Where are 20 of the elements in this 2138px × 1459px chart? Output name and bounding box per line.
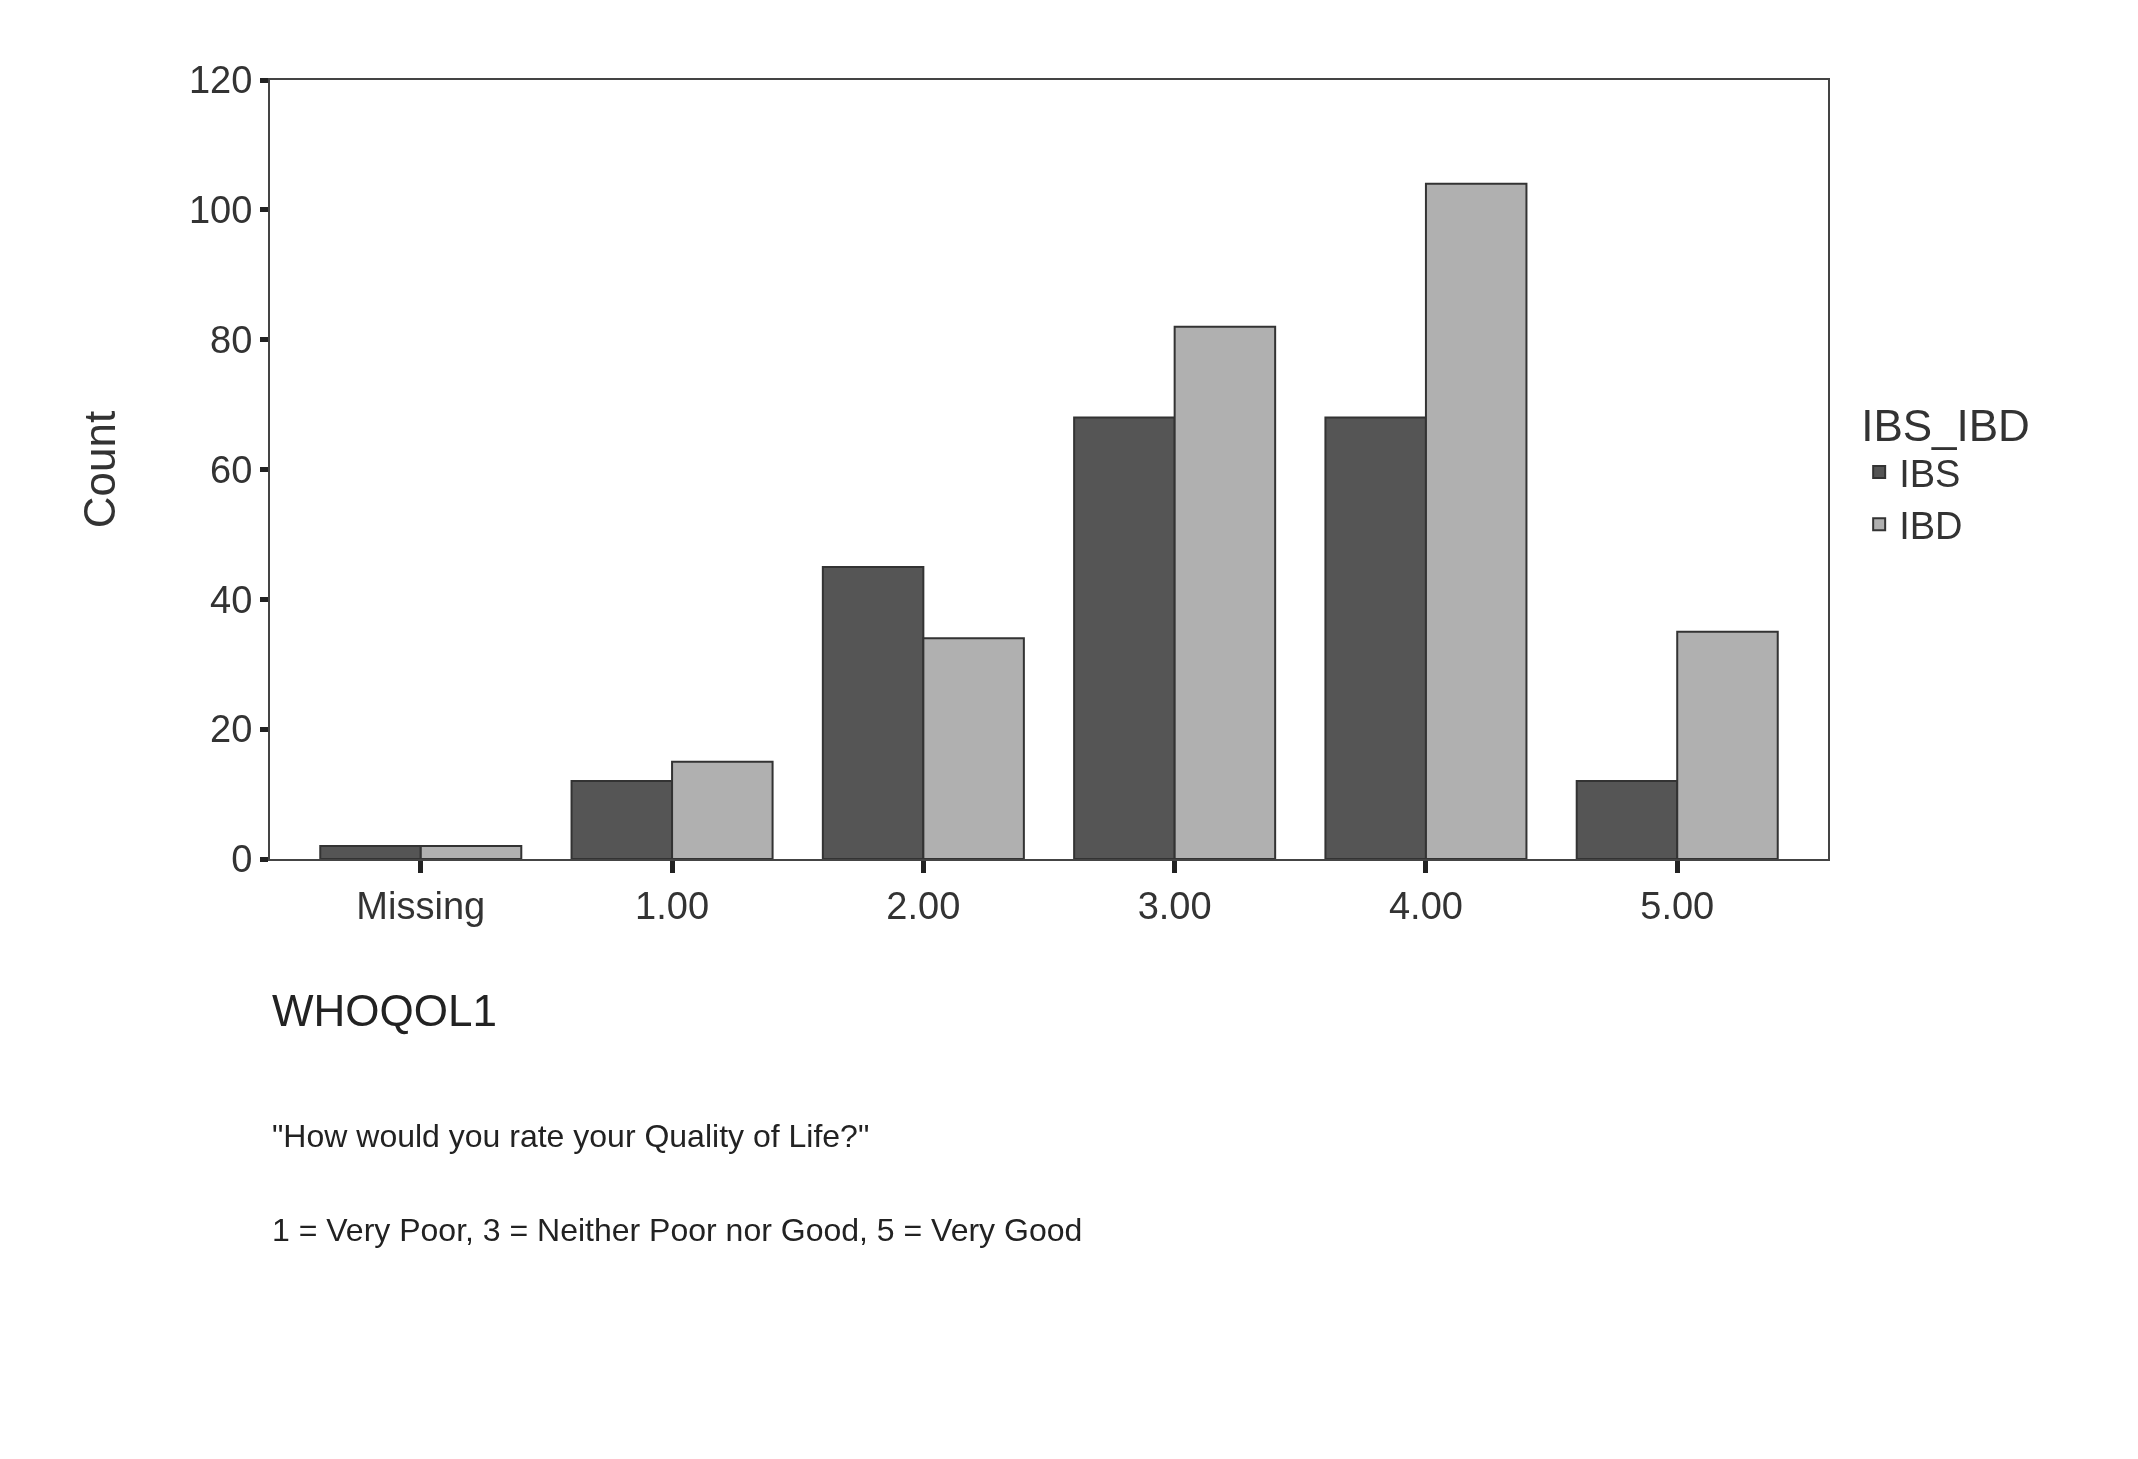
x-tick-label: 2.00 [886,884,961,927]
y-tick-label: 60 [210,448,253,491]
y-tick-label: 40 [210,578,253,621]
x-axis-title: WHOQOL1 [272,986,497,1035]
x-tick-label: Missing [356,884,486,927]
legend-label: IBS [1899,452,1961,495]
x-tick-label: 3.00 [1137,884,1212,927]
legend-title: IBS_IBD [1861,400,2030,450]
y-tick-label: 100 [188,189,253,232]
x-tick-label: 5.00 [1640,884,1715,927]
x-tick-label: 1.00 [635,884,710,927]
legend-label: IBD [1899,505,1963,548]
y-tick-label: 20 [210,708,253,751]
y-tick-label: 80 [210,318,253,361]
x-tick-label: 4.00 [1388,884,1463,927]
y-tick-label: 120 [188,59,253,102]
text: 1 = Very Poor, 3 = Neither Poor nor Good, 5 = Very Good [272,1212,1083,1248]
y-axis-title: Count [74,410,124,529]
text: "How would you rate your Quality of Life?" [272,1118,870,1154]
y-tick-label: 0 [231,838,253,881]
